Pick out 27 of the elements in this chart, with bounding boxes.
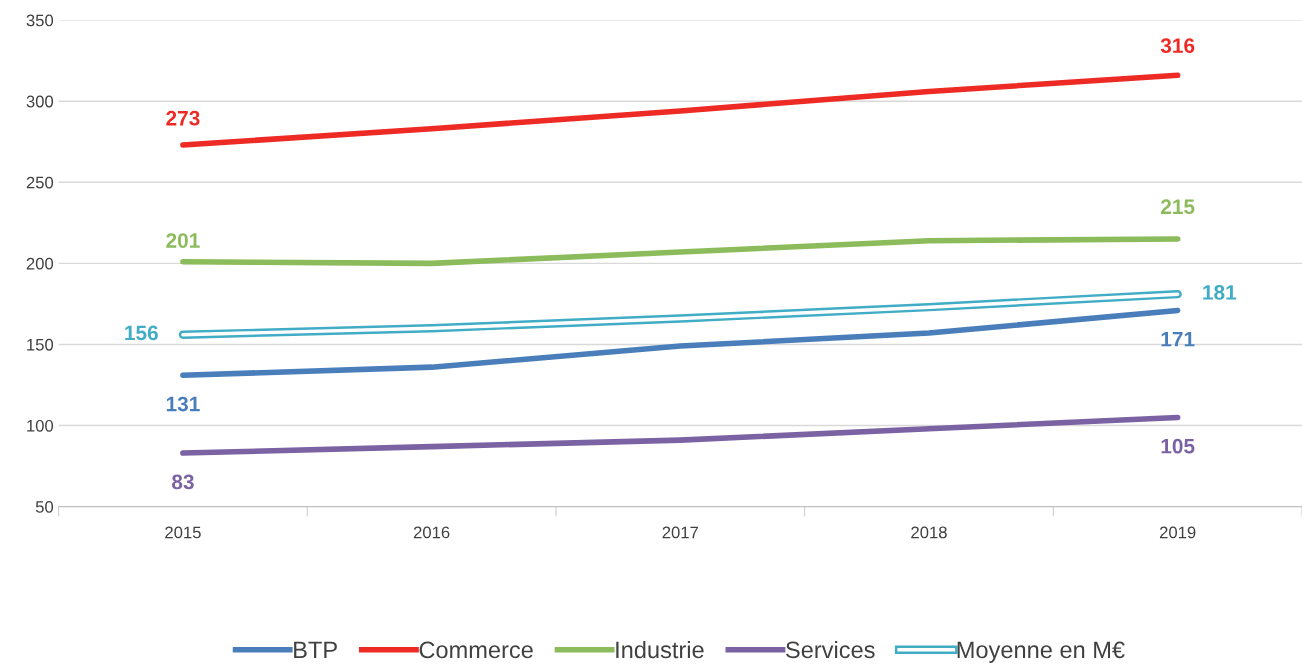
y-tick-label: 150	[27, 338, 54, 351]
legend-label: Services	[786, 640, 875, 659]
y-tick-label: 100	[27, 419, 54, 432]
data-label: 215	[1161, 199, 1195, 215]
data-label: 131	[166, 396, 200, 412]
x-tick-label: 2018	[911, 526, 947, 539]
legend-label: Industrie	[616, 640, 704, 659]
data-label: 83	[172, 474, 194, 490]
data-label: 105	[1161, 438, 1195, 454]
legend-label: BTP	[294, 641, 337, 659]
x-tick-label: 2016	[413, 526, 450, 539]
legend-label: Moyenne en M€	[957, 641, 1125, 663]
x-tick-label: 2017	[662, 526, 698, 539]
y-tick-label: 200	[26, 257, 54, 270]
data-label: 201	[166, 233, 200, 248]
x-tick-label: 2015	[165, 526, 201, 539]
x-tick-label: 2019	[1159, 526, 1196, 539]
data-label: 171	[1161, 332, 1195, 347]
y-tick-label: 350	[26, 14, 54, 27]
data-label: 156	[125, 325, 158, 341]
data-label: 316	[1160, 38, 1195, 54]
legend-label: Commerce	[419, 641, 533, 659]
data-label: 181	[1203, 285, 1237, 300]
y-tick-label: 250	[26, 176, 54, 189]
data-label: 273	[166, 110, 200, 126]
y-tick-label: 300	[26, 95, 54, 108]
y-tick-label: 50	[35, 501, 54, 513]
